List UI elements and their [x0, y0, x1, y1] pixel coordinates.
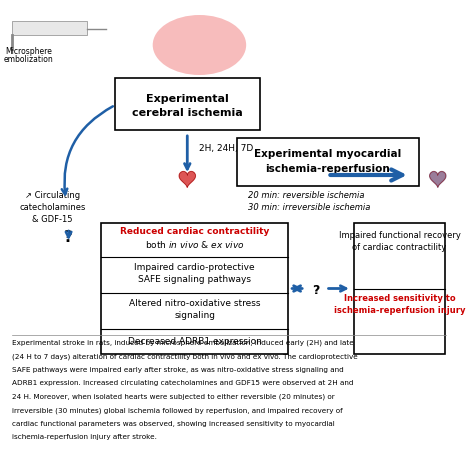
Text: both $\it{in\ vivo}$ & $\it{ex\ vivo}$: both $\it{in\ vivo}$ & $\it{ex\ vivo}$ — [145, 240, 245, 251]
Text: embolization: embolization — [3, 55, 53, 64]
FancyBboxPatch shape — [354, 223, 445, 354]
Text: & GDF-15: & GDF-15 — [32, 214, 73, 224]
Text: Impaired cardio-protective: Impaired cardio-protective — [135, 262, 255, 272]
Text: ?: ? — [64, 231, 73, 246]
Text: irreversible (30 minutes) global ischemia followed by reperfusion, and impaired : irreversible (30 minutes) global ischemi… — [12, 407, 343, 414]
Text: 30 min: irreversible ischemia: 30 min: irreversible ischemia — [248, 204, 370, 212]
Text: SAFE signaling pathways: SAFE signaling pathways — [138, 274, 251, 283]
FancyBboxPatch shape — [237, 138, 419, 186]
Polygon shape — [430, 171, 446, 187]
Text: Decreased ADRB1 expression: Decreased ADRB1 expression — [128, 336, 262, 345]
Text: Experimental stroke in rats, induced by microsphere embolization, induced early : Experimental stroke in rats, induced by … — [12, 340, 354, 347]
Text: catecholamines: catecholamines — [19, 203, 86, 212]
Ellipse shape — [153, 15, 246, 75]
Text: ↗ Circulating: ↗ Circulating — [25, 191, 80, 199]
Text: ischemia-reperfusion injury: ischemia-reperfusion injury — [334, 306, 465, 315]
Text: ischemia-reperfusion injury after stroke.: ischemia-reperfusion injury after stroke… — [12, 434, 157, 440]
Text: 2H, 24H, 7D: 2H, 24H, 7D — [200, 144, 254, 152]
Text: Impaired functional recovery: Impaired functional recovery — [338, 232, 460, 240]
Text: Increased sensitivity to: Increased sensitivity to — [344, 294, 456, 303]
Text: 24 H. Moreover, when isolated hearts were subjected to either reversible (20 min: 24 H. Moreover, when isolated hearts wer… — [12, 394, 335, 400]
Text: ADRB1 expression. Increased circulating catecholamines and GDF15 were observed a: ADRB1 expression. Increased circulating … — [12, 381, 354, 386]
Text: (24 H to 7 days) alteration of cardiac contractility both in vivo and ex vivo. T: (24 H to 7 days) alteration of cardiac c… — [12, 354, 358, 360]
Text: Microsphere: Microsphere — [5, 48, 52, 56]
Text: cerebral ischemia: cerebral ischemia — [132, 108, 243, 118]
Polygon shape — [179, 171, 195, 187]
Text: SAFE pathways were impaired early after stroke, as was nitro-oxidative stress si: SAFE pathways were impaired early after … — [12, 367, 344, 373]
Text: of cardiac contractility: of cardiac contractility — [352, 242, 447, 252]
Text: 20 min: reversible ischemia: 20 min: reversible ischemia — [248, 192, 365, 200]
Text: signaling: signaling — [174, 310, 215, 320]
FancyBboxPatch shape — [115, 78, 260, 130]
FancyBboxPatch shape — [101, 223, 288, 354]
Text: ischemia-reperfusion: ischemia-reperfusion — [265, 164, 390, 174]
Text: ?: ? — [312, 284, 320, 297]
Bar — [12, 21, 87, 35]
Text: Altered nitro-oxidative stress: Altered nitro-oxidative stress — [129, 299, 261, 308]
Text: Experimental: Experimental — [146, 94, 229, 104]
Text: cardiac functional parameters was observed, showing increased sensitivity to myo: cardiac functional parameters was observ… — [12, 421, 335, 427]
Text: Experimental myocardial: Experimental myocardial — [255, 149, 401, 159]
Text: Reduced cardiac contractility: Reduced cardiac contractility — [120, 227, 269, 237]
